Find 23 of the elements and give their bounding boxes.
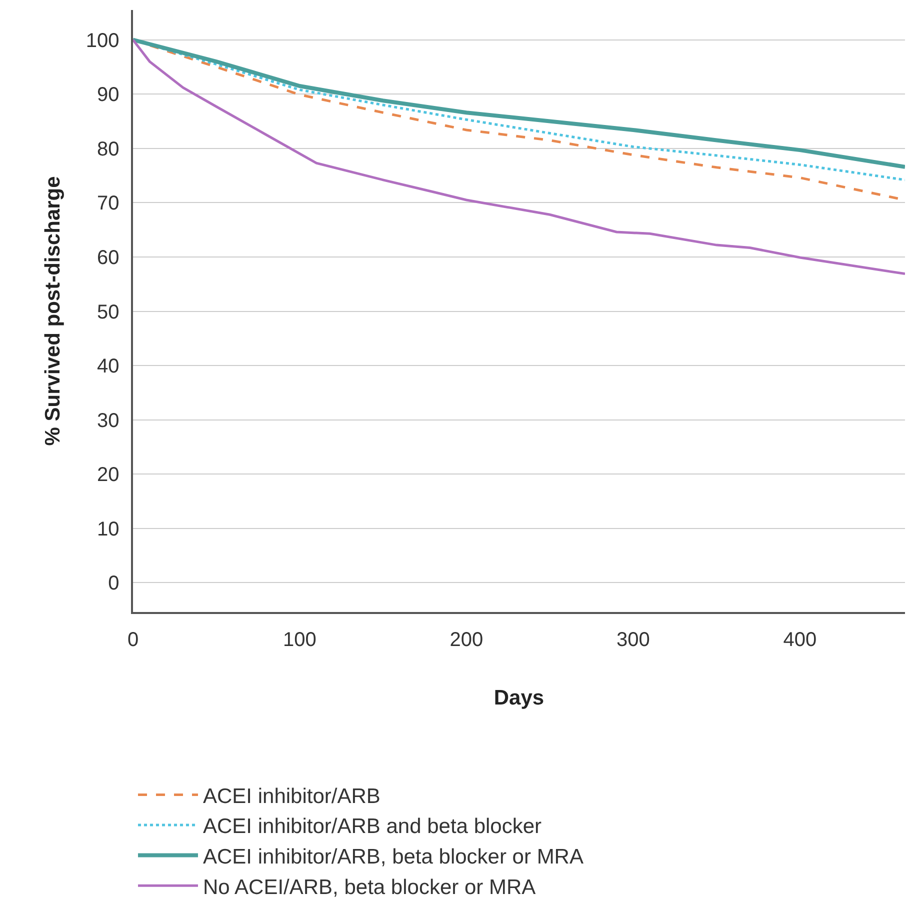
y-tick-label: 30 bbox=[97, 410, 120, 432]
y-tick-label: 0 bbox=[108, 572, 120, 595]
line-series bbox=[133, 38, 905, 276]
y-tick-label: 100 bbox=[86, 30, 120, 52]
y-axis-title: % Survived post-discharge bbox=[42, 176, 65, 446]
y-tick-label: 10 bbox=[97, 518, 120, 540]
y-tick-label: 70 bbox=[97, 192, 120, 215]
y-tick-label: 40 bbox=[97, 356, 120, 378]
x-axis-title: Days bbox=[494, 686, 544, 710]
x-tick-label: 0 bbox=[127, 628, 139, 651]
x-tick-label: 100 bbox=[283, 628, 316, 651]
x-tick-label: 400 bbox=[783, 628, 817, 651]
legend-label: No ACEI/ARB, beta blocker or MRA bbox=[203, 876, 536, 899]
legend-label: ACEI inhibitor/ARB, beta blocker or MRA bbox=[203, 845, 584, 868]
x-tick-label: 200 bbox=[450, 628, 484, 651]
legend-label: ACEI inhibitor/ARB and beta blocker bbox=[203, 815, 542, 838]
y-tick-label: 50 bbox=[97, 301, 120, 324]
x-tick-label: 300 bbox=[616, 628, 650, 651]
y-tick-label: 60 bbox=[97, 246, 120, 269]
y-tick-label: 20 bbox=[97, 464, 120, 486]
y-tick-label: 90 bbox=[97, 84, 120, 106]
legend-label: ACEI inhibitor/ARB bbox=[203, 784, 380, 808]
y-tick-label: 80 bbox=[97, 138, 120, 160]
